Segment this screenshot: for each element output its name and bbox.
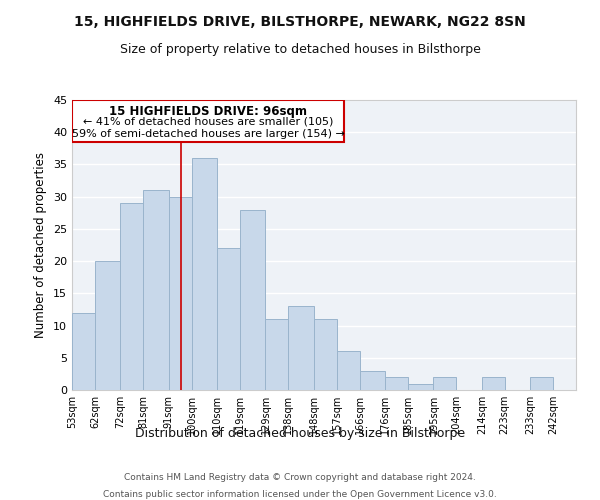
Bar <box>95 261 121 390</box>
Bar <box>143 190 169 390</box>
Bar <box>240 210 265 390</box>
Bar <box>314 319 337 390</box>
Text: Distribution of detached houses by size in Bilsthorpe: Distribution of detached houses by size … <box>135 428 465 440</box>
Bar <box>337 352 359 390</box>
Y-axis label: Number of detached properties: Number of detached properties <box>34 152 47 338</box>
Bar <box>385 377 408 390</box>
Bar <box>169 196 191 390</box>
Text: 59% of semi-detached houses are larger (154) →: 59% of semi-detached houses are larger (… <box>72 129 344 139</box>
Bar <box>289 306 314 390</box>
Bar <box>433 377 457 390</box>
Bar <box>530 377 553 390</box>
Bar <box>482 377 505 390</box>
Text: ← 41% of detached houses are smaller (105): ← 41% of detached houses are smaller (10… <box>83 117 334 127</box>
Text: Contains HM Land Registry data © Crown copyright and database right 2024.: Contains HM Land Registry data © Crown c… <box>124 472 476 482</box>
Bar <box>408 384 433 390</box>
Bar <box>191 158 217 390</box>
Bar <box>72 312 95 390</box>
Text: Contains public sector information licensed under the Open Government Licence v3: Contains public sector information licen… <box>103 490 497 499</box>
Bar <box>121 203 143 390</box>
FancyBboxPatch shape <box>72 100 344 142</box>
Text: 15 HIGHFIELDS DRIVE: 96sqm: 15 HIGHFIELDS DRIVE: 96sqm <box>109 105 307 118</box>
Bar <box>217 248 240 390</box>
Bar <box>359 370 385 390</box>
Bar <box>265 319 289 390</box>
Text: 15, HIGHFIELDS DRIVE, BILSTHORPE, NEWARK, NG22 8SN: 15, HIGHFIELDS DRIVE, BILSTHORPE, NEWARK… <box>74 15 526 29</box>
Text: Size of property relative to detached houses in Bilsthorpe: Size of property relative to detached ho… <box>119 42 481 56</box>
